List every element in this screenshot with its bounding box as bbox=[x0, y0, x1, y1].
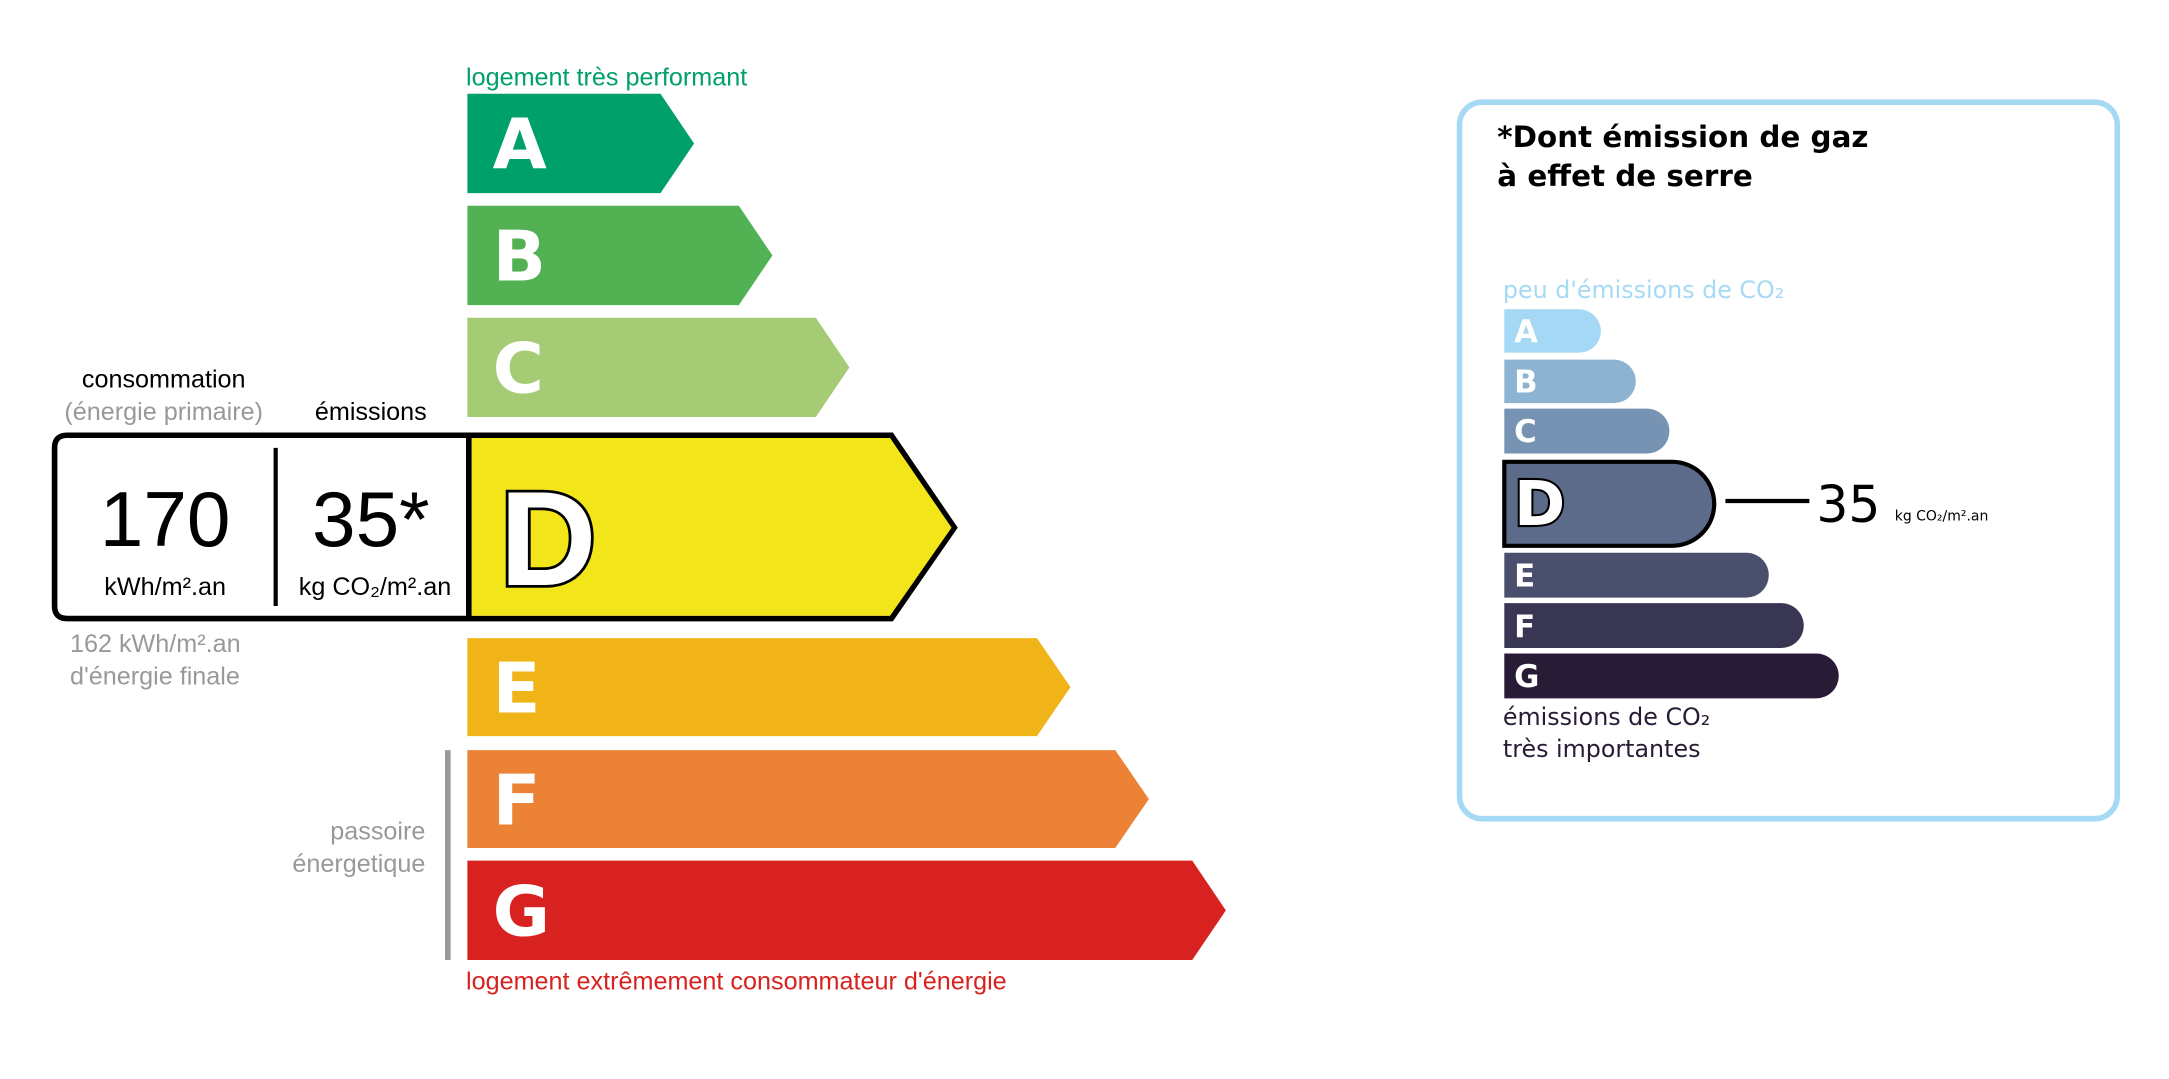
ges-class-d: D bbox=[1502, 459, 1717, 548]
ges-class-bar bbox=[1502, 459, 1717, 548]
final-energy-value: 162 kWh/m².an bbox=[70, 630, 241, 658]
final-energy-label: d'énergie finale bbox=[70, 662, 240, 690]
ges-class-b: B bbox=[1504, 359, 1636, 404]
energy-class-b: B bbox=[467, 205, 773, 306]
energy-class-letter: A bbox=[493, 105, 547, 186]
energy-class-letter: G bbox=[493, 872, 550, 953]
energy-class-bar bbox=[467, 317, 850, 418]
ges-class-letter: B bbox=[1514, 365, 1537, 401]
emissions-value: 35* bbox=[312, 475, 430, 563]
energy-class-letter: B bbox=[493, 217, 546, 298]
energy-class-bar bbox=[467, 205, 773, 306]
passoire-label-line2: énergetique bbox=[292, 850, 425, 878]
emissions-label: émissions bbox=[315, 398, 427, 426]
energy-class-c: C bbox=[467, 317, 850, 418]
ges-class-letter: F bbox=[1514, 609, 1535, 645]
ges-class-bar bbox=[1504, 309, 1601, 353]
ges-class-letter: A bbox=[1514, 314, 1538, 350]
ges-value: 35 bbox=[1816, 475, 1880, 534]
ges-class-bar bbox=[1504, 359, 1636, 404]
current-class-letter: D bbox=[500, 464, 597, 614]
ges-class-letter: G bbox=[1514, 659, 1539, 695]
ges-title-line1: *Dont émission de gaz bbox=[1497, 120, 1868, 154]
ges-class-a: A bbox=[1504, 309, 1601, 353]
ges-bottom-line1: émissions de CO₂ bbox=[1503, 703, 1710, 731]
energy-scale: logement très performant ABC EFG logement… bbox=[51, 63, 1226, 995]
emissions-unit: kg CO₂/m².an bbox=[299, 573, 451, 601]
energy-class-f: F bbox=[467, 750, 1149, 849]
ges-unit: kg CO₂/m².an bbox=[1895, 509, 1989, 525]
ges-class-g: G bbox=[1504, 653, 1839, 699]
passoire-label-line1: passoire bbox=[330, 818, 425, 846]
ges-class-bar bbox=[1504, 653, 1839, 699]
energy-top-label: logement très performant bbox=[466, 63, 747, 91]
energy-class-bar bbox=[467, 638, 1071, 737]
ges-class-letter: E bbox=[1514, 558, 1535, 594]
ges-class-letter: C bbox=[1514, 414, 1537, 450]
ges-top-label: peu d'émissions de CO₂ bbox=[1503, 276, 1784, 304]
energy-class-g: G bbox=[467, 860, 1226, 961]
ges-bottom-line2: très importantes bbox=[1503, 735, 1701, 763]
energy-class-e: E bbox=[467, 638, 1071, 737]
ges-class-bar bbox=[1504, 603, 1804, 648]
ges-class-c: C bbox=[1504, 408, 1670, 454]
ges-class-letter: D bbox=[1514, 468, 1565, 540]
energy-class-bar bbox=[467, 93, 695, 194]
consumption-sub-label: (énergie primaire) bbox=[64, 398, 263, 426]
current-class-arrow bbox=[470, 438, 952, 616]
ges-title-line2: à effet de serre bbox=[1497, 159, 1752, 193]
ges-class-bar bbox=[1504, 408, 1670, 454]
energy-class-bar bbox=[467, 750, 1149, 849]
consumption-value: 170 bbox=[100, 475, 231, 563]
energy-class-bar bbox=[467, 860, 1226, 961]
energy-class-letter: C bbox=[493, 329, 544, 410]
energy-bottom-label: logement extrêmement consommateur d'éner… bbox=[466, 967, 1007, 995]
consumption-label: consommation bbox=[82, 366, 246, 394]
ges-class-bar bbox=[1504, 552, 1769, 598]
ges-class-f: F bbox=[1504, 603, 1804, 648]
energy-class-letter: F bbox=[493, 760, 541, 841]
ges-panel: *Dont émission de gaz à effet de serre p… bbox=[1456, 99, 2121, 822]
energy-class-a: A bbox=[467, 93, 695, 194]
energy-class-letter: E bbox=[493, 648, 541, 729]
ges-class-e: E bbox=[1504, 552, 1769, 598]
consumption-unit: kWh/m².an bbox=[104, 573, 226, 601]
